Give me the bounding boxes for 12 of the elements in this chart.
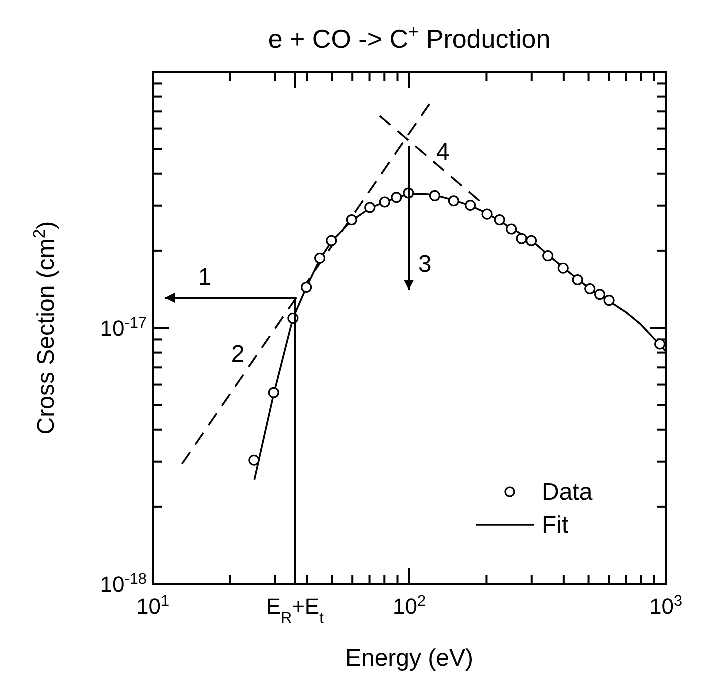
annotation: 1	[198, 264, 212, 291]
x-axis-title: Energy (eV)	[345, 645, 474, 672]
x-tick-label: E$_{R}$+E$_{t}$	[266, 594, 325, 626]
y-tick-label: 10$^{-17}$	[100, 314, 147, 341]
legend-label: Fit	[542, 512, 569, 539]
legend-label: Data	[542, 479, 594, 506]
chart-title: e + CO -> C$^{+}$ Production	[268, 22, 551, 54]
annotation: 2	[231, 341, 245, 368]
x-tick-label: 10$^{2}$	[392, 592, 426, 619]
x-tick-label: 10$^{3}$	[649, 592, 683, 619]
annotation: 4	[436, 139, 450, 166]
annotation: 3	[418, 251, 432, 278]
